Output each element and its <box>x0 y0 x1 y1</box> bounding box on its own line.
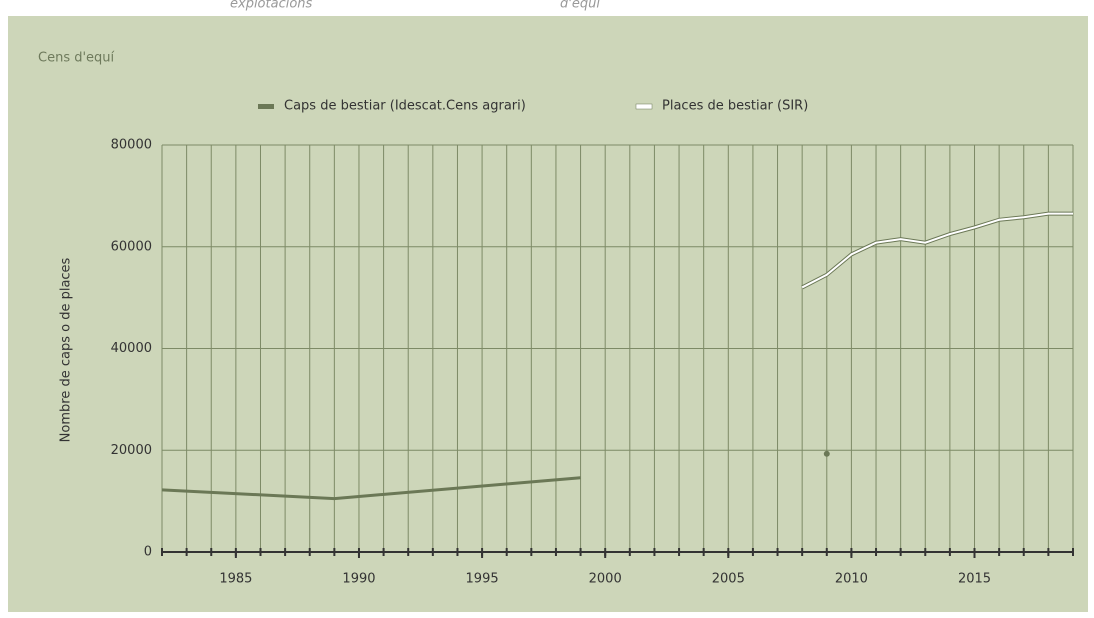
legend-swatch <box>635 103 653 110</box>
line <box>161 476 581 501</box>
point <box>823 450 830 457</box>
y-tick-label: 40000 <box>111 341 152 356</box>
x-tick-label: 2010 <box>835 572 868 587</box>
x-tick-label: 2005 <box>712 572 745 587</box>
y-axis-label: Nombre de caps o de places <box>59 257 74 442</box>
x-tick-label: 1985 <box>219 572 252 587</box>
y-tick-label: 20000 <box>111 443 152 458</box>
legend-label: Caps de bestiar (Idescat.Cens agrari) <box>284 99 526 114</box>
x-tick-label: 1990 <box>342 572 375 587</box>
y-tick-label: 0 <box>144 545 152 560</box>
chart-title: Cens d'equí <box>38 51 115 66</box>
legend-swatch <box>258 104 274 109</box>
y-tick-label: 60000 <box>111 239 152 254</box>
line <box>801 212 1073 289</box>
legend-label: Places de bestiar (SIR) <box>662 99 808 114</box>
y-tick-label: 80000 <box>111 138 152 153</box>
top-fragment: d'equí <box>560 0 602 12</box>
top-fragment: explotacions <box>230 0 313 12</box>
x-tick-label: 1995 <box>466 572 499 587</box>
x-tick-label: 2015 <box>958 572 991 587</box>
x-tick-label: 2000 <box>589 572 622 587</box>
chart-panel <box>8 16 1088 612</box>
